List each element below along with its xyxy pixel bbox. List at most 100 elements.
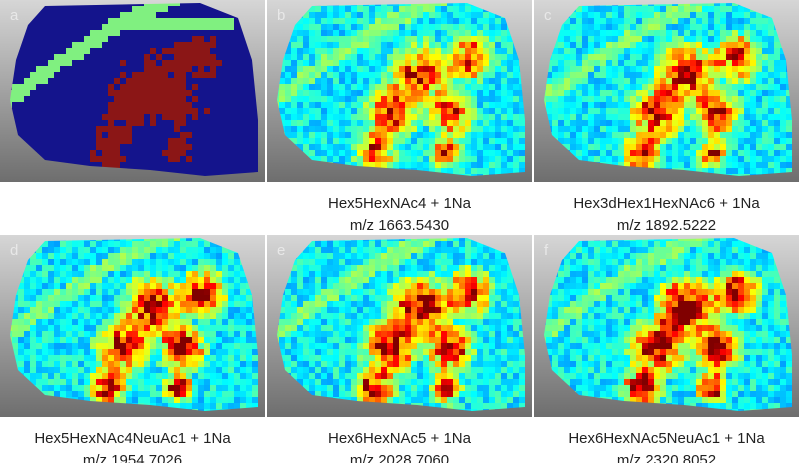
pixel — [501, 102, 507, 108]
pixel — [180, 283, 186, 289]
pixel — [678, 84, 684, 90]
pixel — [351, 66, 357, 72]
pixel — [756, 120, 762, 126]
pixel — [60, 138, 66, 144]
pixel — [216, 277, 222, 283]
pixel — [162, 72, 168, 78]
pixel — [558, 60, 564, 66]
pixel — [321, 60, 327, 66]
pixel — [618, 96, 624, 102]
pixel — [138, 277, 144, 283]
pixel — [186, 313, 192, 319]
pixel — [48, 96, 54, 102]
pixel — [228, 126, 234, 132]
pixel — [588, 132, 594, 138]
pixel — [606, 126, 612, 132]
pixel — [156, 108, 162, 114]
pixel — [624, 18, 630, 24]
pixel — [150, 90, 156, 96]
pixel — [606, 144, 612, 150]
pixel — [702, 138, 708, 144]
pixel — [42, 277, 48, 283]
pixel — [102, 259, 108, 265]
pixel — [36, 301, 42, 307]
pixel — [399, 24, 405, 30]
pixel — [72, 241, 78, 247]
pixel — [138, 307, 144, 313]
pixel — [405, 84, 411, 90]
pixel — [369, 144, 375, 150]
pixel — [423, 108, 429, 114]
pixel — [732, 18, 738, 24]
pixel — [453, 78, 459, 84]
pixel — [321, 30, 327, 36]
pixel — [303, 48, 309, 54]
pixel — [126, 313, 132, 319]
pixel — [126, 18, 132, 24]
pixel — [744, 144, 750, 150]
pixel — [696, 96, 702, 102]
pixel — [564, 132, 570, 138]
pixel — [150, 295, 156, 301]
pixel — [441, 78, 447, 84]
pixel — [630, 12, 636, 18]
pixel — [126, 319, 132, 325]
pixel — [732, 102, 738, 108]
pixel — [96, 313, 102, 319]
pixel — [285, 84, 291, 90]
pixel — [168, 12, 174, 18]
pixel — [726, 150, 732, 156]
pixel — [234, 30, 240, 36]
pixel — [666, 18, 672, 24]
pixel — [222, 295, 228, 301]
pixel — [672, 54, 678, 60]
pixel — [594, 42, 600, 48]
pixel — [558, 132, 564, 138]
pixel — [381, 96, 387, 102]
pixel — [150, 114, 156, 120]
pixel — [192, 84, 198, 90]
pixel — [411, 78, 417, 84]
pixel — [678, 162, 684, 168]
pixel — [576, 54, 582, 60]
pixel — [291, 66, 297, 72]
pixel — [285, 54, 291, 60]
pixel — [291, 42, 297, 48]
pixel — [96, 156, 102, 162]
pixel — [162, 108, 168, 114]
pixel — [120, 313, 126, 319]
pixel — [174, 247, 180, 253]
pixel — [441, 96, 447, 102]
pixel — [375, 66, 381, 72]
pixel — [30, 301, 36, 307]
pixel — [738, 168, 744, 174]
pixel — [96, 42, 102, 48]
pixel — [363, 54, 369, 60]
pixel — [144, 289, 150, 295]
pixel — [30, 42, 36, 48]
pixel — [192, 48, 198, 54]
pixel — [441, 138, 447, 144]
pixel — [642, 126, 648, 132]
pixel — [234, 90, 240, 96]
pixel — [234, 301, 240, 307]
pixel — [369, 42, 375, 48]
pixel — [576, 66, 582, 72]
pixel — [684, 132, 690, 138]
pixel — [90, 60, 96, 66]
pixel — [582, 30, 588, 36]
pixel — [54, 132, 60, 138]
pixel — [102, 36, 108, 42]
pixel — [642, 84, 648, 90]
pixel — [738, 48, 744, 54]
pixel — [72, 325, 78, 331]
pixel — [60, 54, 66, 60]
pixel — [564, 48, 570, 54]
pixel — [138, 66, 144, 72]
pixel — [132, 72, 138, 78]
pixel — [303, 90, 309, 96]
pixel — [606, 30, 612, 36]
pixel — [411, 156, 417, 162]
pixel — [132, 6, 138, 12]
pixel — [423, 48, 429, 54]
